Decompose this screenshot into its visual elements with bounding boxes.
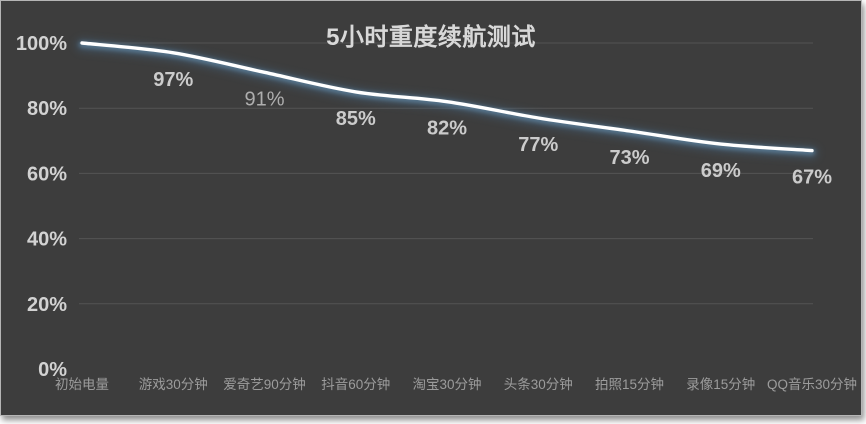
y-tick-label: 80%	[27, 98, 67, 120]
gridlines	[79, 42, 813, 305]
data-labels: 97% 91% 85% 82% 77% 73% 69% 67%	[153, 69, 832, 189]
x-tick-label: 游戏30分钟	[139, 376, 208, 392]
x-tick-label: 头条30分钟	[504, 376, 573, 392]
data-label: 67%	[792, 167, 832, 189]
data-label: 97%	[153, 69, 193, 91]
x-tick-label: 抖音60分钟	[321, 376, 390, 392]
chart-canvas: 0% 20% 40% 60% 80% 100% 初始电量 游戏30分钟 爱奇艺90分钟 抖音60…	[16, 33, 857, 392]
y-tick-label: 20%	[27, 294, 67, 316]
x-tick-label: 爱奇艺90分钟	[223, 376, 306, 392]
x-tick-label: 录像15分钟	[686, 376, 755, 392]
y-axis-labels: 0% 20% 40% 60% 80% 100%	[16, 33, 67, 381]
chart-title: 5小时重度续航测试	[326, 24, 536, 51]
data-label: 77%	[518, 134, 558, 156]
y-tick-label: 0%	[38, 359, 67, 381]
y-tick-label: 60%	[27, 163, 67, 185]
y-tick-label: 40%	[27, 229, 67, 251]
y-tick-label: 100%	[16, 33, 67, 55]
data-label: 85%	[336, 108, 376, 130]
battery-test-chart: 5小时重度续航测试 0% 20% 40% 60% 80% 100% 初始电量 游戏30分钟爱…	[0, 0, 862, 416]
x-tick-label: 拍照15分钟	[595, 376, 664, 392]
data-label: 73%	[609, 147, 649, 169]
x-tick-label: 初始电量	[55, 376, 109, 392]
data-label: 82%	[427, 118, 467, 140]
battery-line-series	[75, 38, 819, 160]
battery-line	[80, 41, 814, 153]
x-tick-label: QQ音乐30分钟	[767, 376, 857, 392]
data-label: 91%	[244, 88, 284, 110]
x-axis-labels: 初始电量 游戏30分钟 爱奇艺90分钟 抖音60分钟 淘宝30分钟 头条30分钟 拍照15分…	[55, 376, 857, 392]
x-tick-label: 淘宝30分钟	[412, 376, 481, 392]
data-label: 69%	[701, 160, 741, 182]
